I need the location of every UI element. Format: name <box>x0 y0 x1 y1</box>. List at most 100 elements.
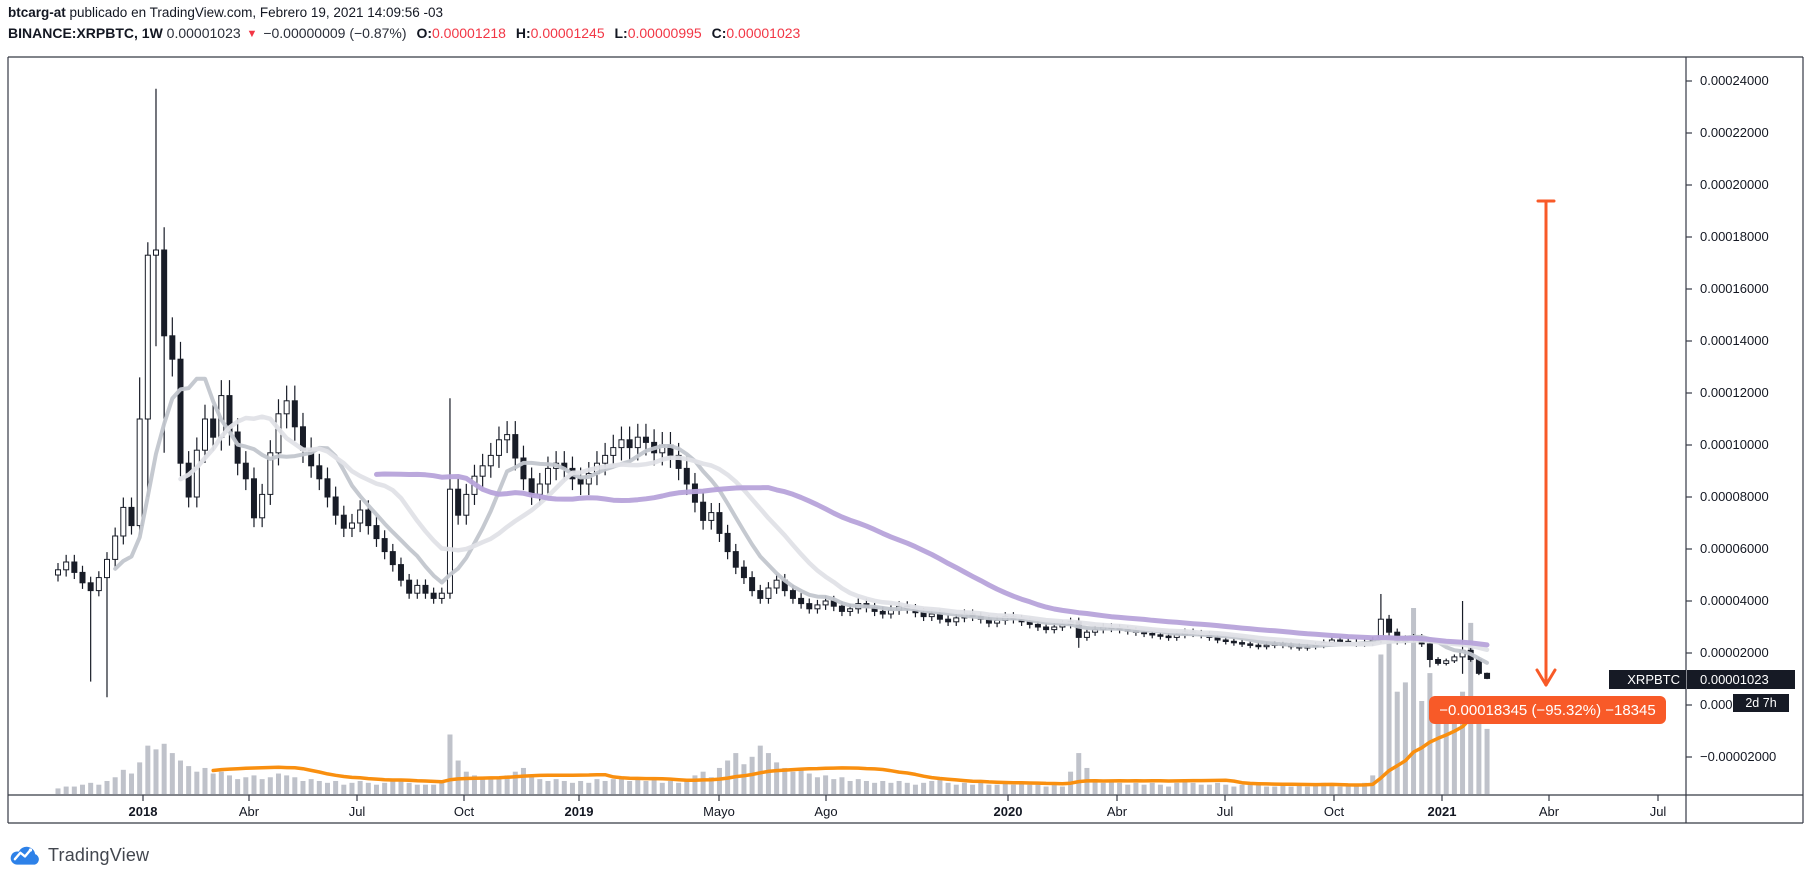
volume-bar <box>1296 784 1302 794</box>
candle-body-down <box>332 496 339 516</box>
symbol-badge: XRPBTC <box>1609 670 1686 689</box>
candle-body-down <box>642 436 649 443</box>
volume-bar <box>716 767 722 794</box>
volume-bar <box>1125 784 1131 794</box>
volume-bar <box>422 784 428 794</box>
open-label: O: <box>416 25 432 41</box>
volume-bar <box>104 780 110 794</box>
measure-arrow-segment[interactable] <box>1535 668 1548 687</box>
candle-body-down <box>87 582 94 592</box>
volume-bar <box>692 775 698 794</box>
candle-body-down <box>389 551 396 566</box>
close-label: C: <box>711 25 727 41</box>
candle-body-up <box>536 483 543 495</box>
candle-body-up <box>814 604 821 610</box>
volume-bar <box>202 767 208 794</box>
last-price-badge: 0.00001023 <box>1687 670 1795 689</box>
volume-bar <box>814 777 820 794</box>
candle-body-down <box>1337 639 1344 642</box>
volume-bar <box>169 753 175 794</box>
volume-bar <box>1051 784 1057 794</box>
candle-body-up <box>414 584 421 594</box>
volume-bar <box>1035 784 1041 794</box>
volume-bar <box>847 780 853 794</box>
volume-bar <box>463 771 469 794</box>
volume-bar <box>872 782 878 794</box>
volume-bar <box>1264 786 1270 794</box>
volume-bar <box>235 779 241 794</box>
candle-body-down <box>1230 640 1237 644</box>
volume-bar <box>904 782 910 794</box>
time-tick-label: 2020 <box>993 804 1023 819</box>
candle-body-down <box>365 509 372 527</box>
candle-body-down <box>757 590 764 599</box>
candle-body-up <box>504 434 511 441</box>
candle-body-down <box>1043 626 1050 631</box>
volume-bar <box>912 784 918 794</box>
price-tick-label: 0.00014000 <box>1700 333 1769 348</box>
volume-bar <box>994 784 1000 794</box>
candle-body-up <box>112 535 119 560</box>
symbol-title: BINANCE:XRPBTC, 1W <box>8 25 163 41</box>
volume-bar <box>798 767 804 794</box>
candle-body-down <box>683 467 690 485</box>
tradingview-logo[interactable]: TradingView <box>8 842 149 869</box>
candle-body-down <box>177 358 184 464</box>
candle-body-down <box>316 465 323 480</box>
volume-bar <box>63 786 69 794</box>
volume-bar <box>267 777 273 794</box>
volume-bar <box>610 779 616 794</box>
candle-body-down <box>512 434 519 459</box>
candle-body-down <box>528 478 535 495</box>
candle-body-up <box>144 254 151 420</box>
candle-body-down <box>1149 633 1156 636</box>
candle-body-down <box>242 462 249 480</box>
volume-bar <box>676 782 682 794</box>
measure-arrow[interactable] <box>1535 199 1557 687</box>
volume-bar <box>1329 784 1335 794</box>
candle-body-down <box>732 551 739 568</box>
high-label: H: <box>515 25 531 41</box>
volume-bar <box>561 780 567 794</box>
volume-bar <box>1411 608 1417 794</box>
volume-bar <box>398 779 404 794</box>
candle-body-up <box>479 465 486 477</box>
volume-bar <box>880 780 886 794</box>
volume-bar <box>1010 784 1016 794</box>
volume-bar <box>390 780 396 794</box>
candle-body-down <box>291 400 298 428</box>
candle-body-down <box>724 532 731 553</box>
price-tick-label: 0.00020000 <box>1700 177 1769 192</box>
volume-bar <box>921 782 927 794</box>
close-value: 0.00001023 <box>726 25 801 41</box>
candle-body-down <box>455 488 462 516</box>
measure-tool-label[interactable]: −0.00018345 (−95.32%) −18345 <box>1429 696 1666 724</box>
tradingview-cloud-icon <box>10 846 39 865</box>
volume-bar <box>439 782 445 794</box>
volume-bar <box>1043 786 1049 794</box>
volume-bar <box>1190 782 1196 794</box>
volume-bar <box>741 764 747 794</box>
price-tick-label: 0.00012000 <box>1700 385 1769 400</box>
volume-bar <box>88 782 94 794</box>
volume-bar <box>863 780 869 794</box>
volume-bar <box>806 773 812 794</box>
volume-bar <box>1272 786 1278 794</box>
volume-bar <box>953 784 959 794</box>
volume-bar <box>659 782 665 794</box>
volume-bar <box>602 780 608 794</box>
candle-body-down <box>879 610 886 615</box>
volume-bar <box>1182 779 1188 794</box>
volume-bar <box>243 777 249 794</box>
candle-body-down <box>675 454 682 469</box>
price-tick-label: 0.00002000 <box>1700 645 1769 660</box>
measure-arrow-segment[interactable] <box>1544 668 1557 687</box>
volume-bar <box>128 773 134 794</box>
volume-bar <box>1345 784 1351 794</box>
price-down-icon: ▼ <box>246 28 258 40</box>
volume-bar <box>700 771 706 794</box>
volume-bar <box>627 780 633 794</box>
volume-bar <box>545 780 551 794</box>
volume-bar <box>137 762 143 794</box>
